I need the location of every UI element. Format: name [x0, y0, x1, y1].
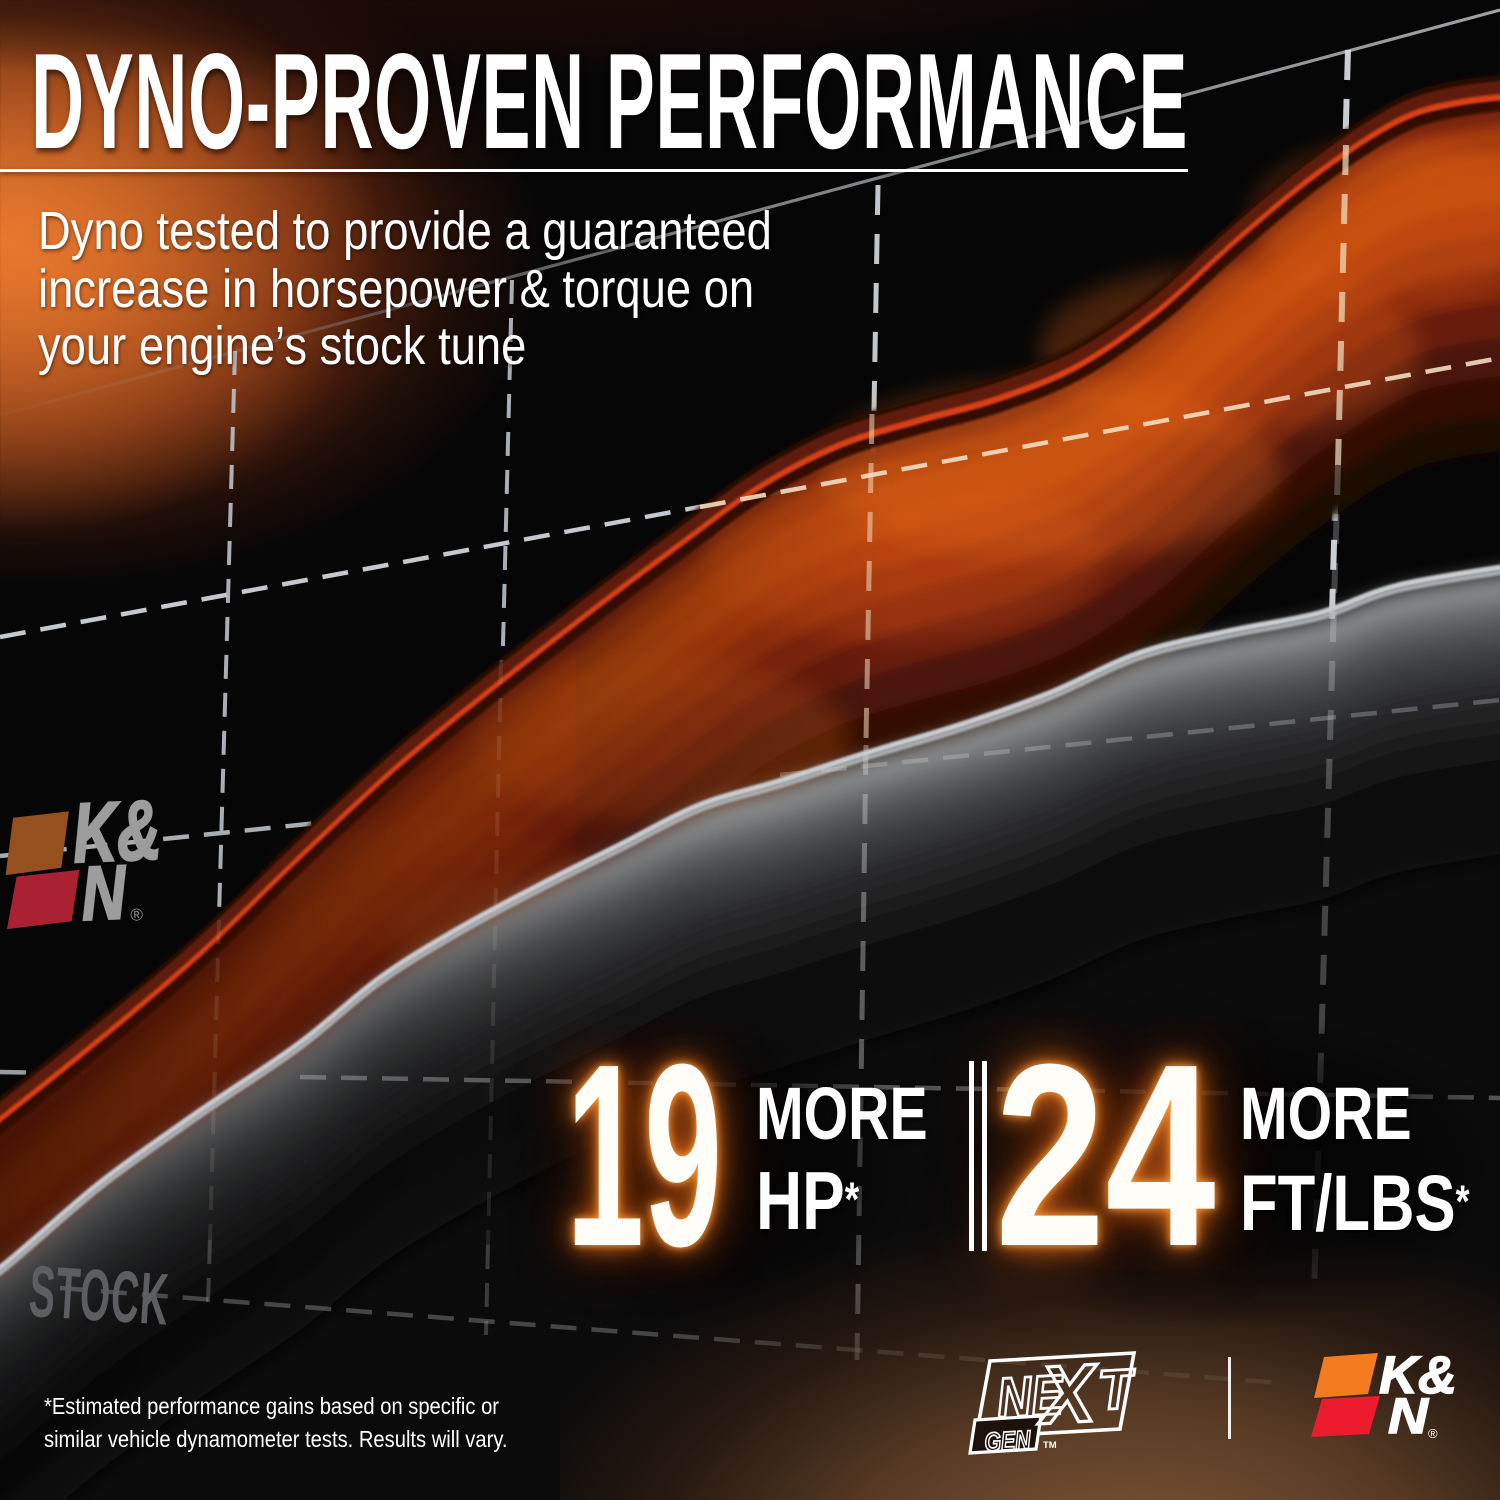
- svg-text:NE: NE: [995, 1363, 1066, 1430]
- svg-text:GEN: GEN: [984, 1424, 1033, 1457]
- svg-text:N: N: [80, 850, 129, 937]
- svg-text:K&: K&: [1379, 1346, 1457, 1405]
- svg-text:N: N: [1388, 1388, 1429, 1444]
- svg-text:X: X: [1034, 1348, 1102, 1442]
- svg-text:TM: TM: [1043, 1440, 1057, 1451]
- svg-text:®: ®: [1428, 1426, 1438, 1441]
- svg-text:®: ®: [130, 905, 144, 925]
- svg-text:K&: K&: [71, 782, 163, 880]
